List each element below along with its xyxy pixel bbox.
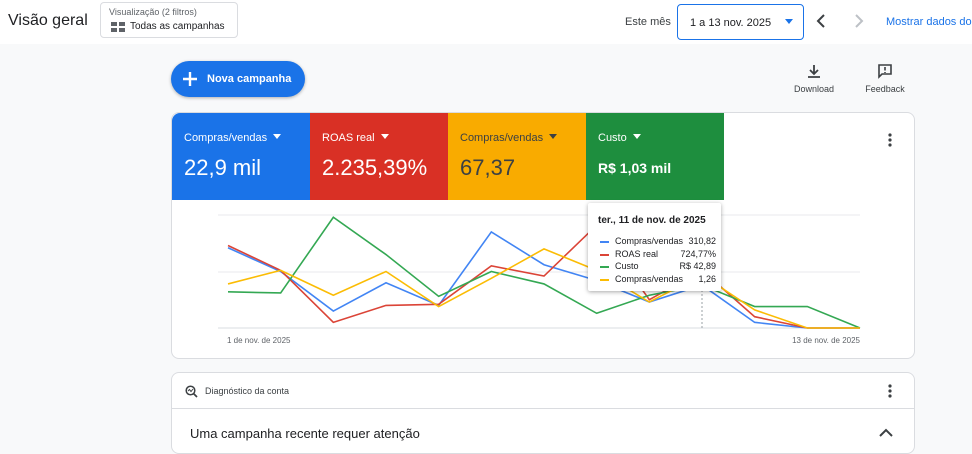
tooltip-row: Compras/vendas 310,82	[598, 236, 716, 248]
filter-chip[interactable]: Visualização (2 filtros) Todas as campan…	[100, 2, 238, 38]
series-value: 310,82	[688, 236, 716, 246]
filter-caption: Visualização (2 filtros)	[109, 7, 197, 17]
metric-value: 22,9 mil	[184, 155, 262, 180]
new-campaign-label: Nova campanha	[207, 73, 292, 85]
metric-label: Compras/vendas	[460, 132, 559, 144]
series-line	[227, 230, 860, 329]
next-button[interactable]	[852, 12, 866, 30]
metric-value: R$ 1,03 mil	[598, 160, 672, 176]
tooltip-row: Custo R$ 42,89	[598, 261, 716, 273]
divider	[172, 408, 914, 409]
feedback-label[interactable]: Feedback	[865, 84, 905, 94]
tooltip-row: Compras/vendas 1,26	[598, 274, 716, 286]
download-label[interactable]: Download	[793, 84, 835, 94]
series-name: Compras/vendas	[615, 273, 684, 284]
filter-icon	[111, 22, 125, 32]
dropdown-caret	[785, 19, 793, 24]
series-line	[227, 223, 860, 329]
page: Visão geral Visualização (2 filtros) Tod…	[8, 2, 972, 454]
metric-label: Custo	[598, 132, 643, 144]
download-icon[interactable]	[806, 64, 822, 80]
tooltip-title: ter., 11 de nov. de 2025	[598, 215, 706, 226]
metric-label-text: Compras/vendas	[460, 132, 544, 144]
metric-caret	[549, 134, 558, 139]
legend-swatch	[600, 266, 609, 268]
metric-tile[interactable]: Compras/vendas 22,9 mil	[172, 113, 310, 200]
prev-button[interactable]	[814, 12, 828, 30]
more-menu[interactable]	[886, 132, 894, 148]
tooltip-row: ROAS real 724,77%	[598, 249, 716, 261]
series-name: ROAS real	[615, 248, 659, 259]
caret	[632, 134, 641, 139]
metric-caret	[273, 134, 282, 139]
diagnostics-icon	[185, 385, 198, 398]
diagnostics-menu[interactable]	[886, 383, 894, 399]
page-title: Visão geral	[8, 12, 88, 29]
metric-tile[interactable]: Custo R$ 1,03 mil	[586, 113, 724, 200]
metric-tile[interactable]: Compras/vendas 67,37	[448, 113, 586, 200]
diagnostics-card	[171, 372, 915, 454]
series-name: Custo	[615, 261, 639, 271]
metric-tile[interactable]: ROAS real 2.235,39%	[310, 113, 448, 200]
series-value: 724,77%	[680, 248, 716, 259]
diagnostic-message: Uma campanha recente requer atenção	[190, 426, 420, 441]
diagnostics-title: Diagnóstico da conta	[205, 386, 290, 396]
chart-tooltip: ter., 11 de nov. de 2025 Compras/vendas 3…	[588, 203, 721, 291]
line-chart: 1 de nov. de 2025 13 de nov. de 2025	[218, 210, 861, 345]
series-line	[227, 248, 860, 329]
metric-label: Compras/vendas	[184, 132, 283, 144]
collapse-button[interactable]	[878, 428, 894, 438]
caret	[549, 134, 558, 139]
series-value: 1,26	[698, 273, 716, 284]
metric-caret	[632, 134, 641, 139]
period-label: Este mês	[625, 16, 671, 28]
date-range: 1 a 13 nov. 2025	[690, 17, 772, 29]
new-campaign-button[interactable]: Nova campanha	[171, 61, 305, 97]
metric-value: 2.235,39%	[322, 155, 428, 180]
series-value: R$ 42,89	[679, 261, 716, 271]
legend-swatch	[600, 278, 609, 281]
caret	[273, 134, 282, 139]
metric-caret	[380, 134, 389, 139]
metric-label-text: ROAS real	[322, 132, 375, 144]
filter-value: Todas as campanhas	[130, 21, 225, 32]
series-name: Compras/vendas	[615, 236, 684, 246]
caret	[380, 134, 389, 139]
metric-label-text: Custo	[598, 132, 627, 144]
x-tick-label: 13 de nov. de 2025	[792, 336, 860, 345]
date-range-select[interactable]: 1 a 13 nov. 2025	[677, 4, 804, 40]
series-line	[227, 216, 861, 329]
show-data-link[interactable]: Mostrar dados do	[886, 16, 972, 28]
plus-icon	[183, 72, 197, 86]
metric-label: ROAS real	[322, 132, 391, 144]
x-tick-label: 1 de nov. de 2025	[227, 336, 291, 345]
feedback-icon[interactable]	[877, 63, 893, 79]
metric-value: 67,37	[460, 155, 516, 180]
legend-swatch	[600, 253, 609, 256]
legend-swatch	[600, 241, 609, 243]
metric-label-text: Compras/vendas	[184, 132, 268, 144]
